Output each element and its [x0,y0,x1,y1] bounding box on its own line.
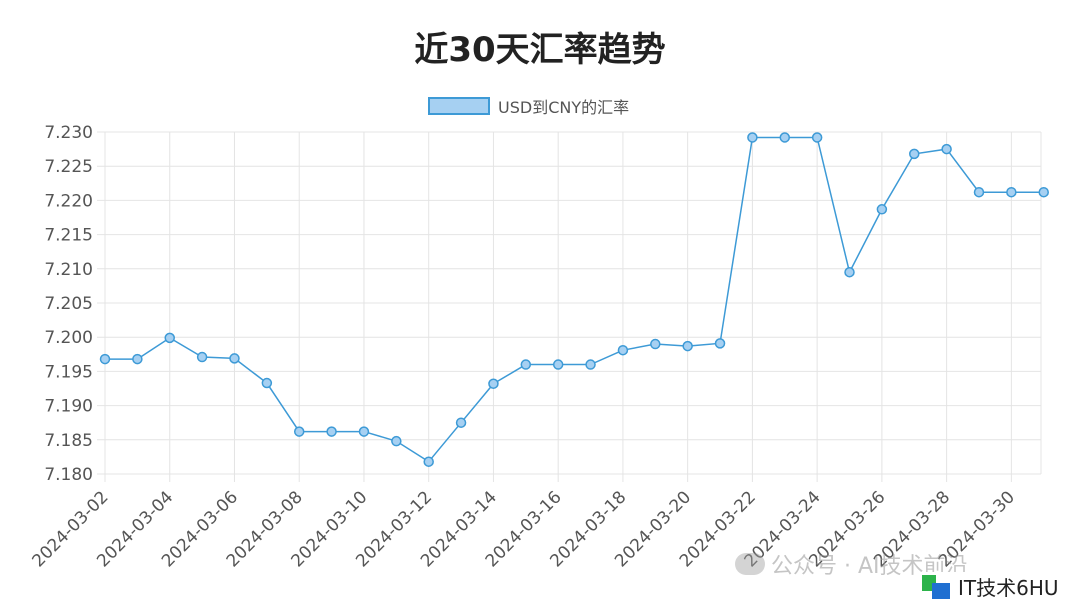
data-point [293,426,305,437]
y-tick-label: 7.225 [44,157,93,177]
y-tick-label: 7.190 [44,397,93,417]
data-point [1038,186,1049,198]
chart-title: 近30天汇率趋势 [414,30,666,70]
legend-label: USD到CNY的汇率 [498,98,630,117]
data-point [973,186,985,198]
data-point [1006,186,1017,198]
y-tick-label: 7.205 [44,294,93,314]
data-point [520,359,532,370]
data-point [811,132,823,143]
wechat-icon [735,553,765,575]
data-point [585,359,596,370]
y-tick-label: 7.215 [44,226,93,246]
data-point [552,359,564,370]
data-point [261,377,273,389]
data-point [423,456,434,467]
legend-swatch [428,97,490,115]
data-point [358,426,370,437]
y-tick-label: 7.230 [44,123,93,143]
y-tick-label: 7.200 [44,328,93,348]
y-tick-label: 7.220 [44,191,93,211]
data-point [455,417,467,428]
data-point [779,132,791,143]
data-point [682,340,693,352]
data-point [326,426,337,437]
logo-icon [922,574,952,599]
data-point [941,143,952,155]
data-point [132,353,143,365]
data-point [650,338,661,350]
logo-text: IT技术6HU [958,576,1059,600]
data-point [391,435,402,447]
data-point [747,132,758,143]
data-point [229,353,240,364]
y-tick-label: 7.185 [44,431,93,451]
y-tick-label: 7.195 [44,362,93,382]
data-point [909,148,920,160]
data-point [617,344,629,356]
data-point [488,378,499,389]
y-tick-label: 7.180 [44,465,93,485]
data-point [844,266,855,278]
chart-legend[interactable]: USD到CNY的汇率 [428,94,629,118]
logo-badge: IT技术6HU [918,572,1063,601]
data-point [164,332,175,344]
data-point [196,351,208,363]
data-point [714,338,726,349]
data-point [876,204,888,215]
data-point [99,353,111,365]
series-line [105,136,1044,463]
y-tick-label: 7.210 [44,260,93,280]
